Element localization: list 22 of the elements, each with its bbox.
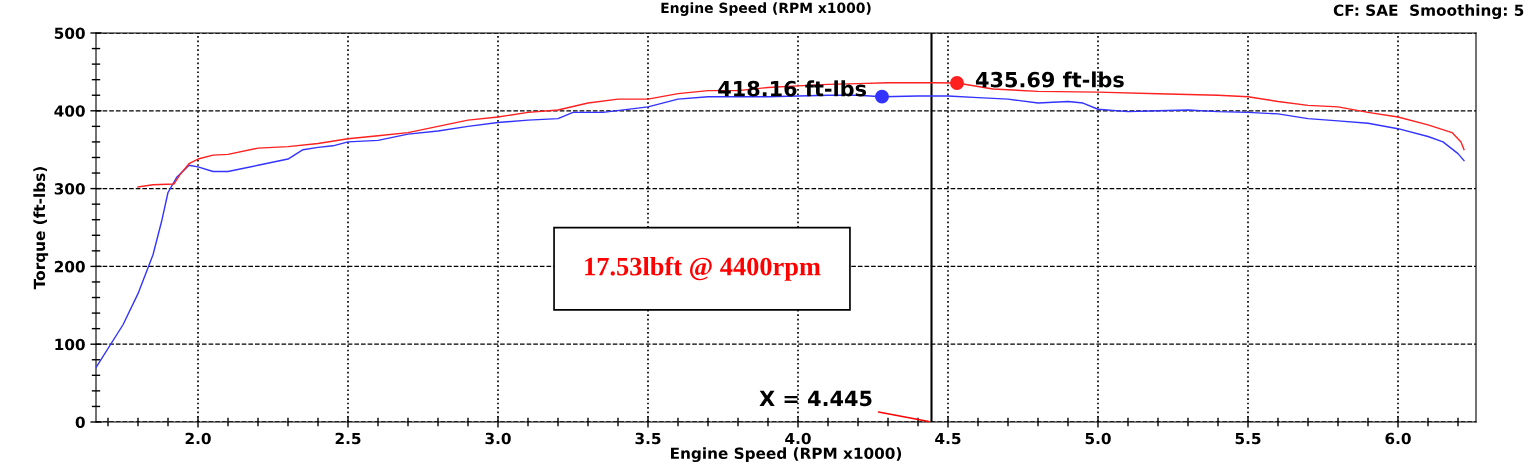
y-tick-label: 100	[55, 338, 85, 351]
y-axis-title: Torque (ft-lbs)	[33, 167, 49, 290]
y-tick-label: 400	[54, 105, 85, 117]
x-axis-title: Engine Speed (RPM x1000)	[671, 447, 902, 463]
ref-line-label: X = 4.445	[759, 390, 872, 407]
y-tick-label: 200	[54, 260, 85, 273]
text: CF: SAE Smoothing: 5	[1333, 4, 1524, 20]
x-tick-label: 6.0	[1385, 432, 1411, 445]
x-tick-label: 4.5	[935, 432, 961, 445]
annotation: 435.69 ft-lbs	[975, 71, 1124, 88]
x-tick-label: 4.0	[785, 432, 811, 445]
x-tick-label: 3.5	[635, 432, 661, 445]
chart-title: Engine Speed (RPM x1000)	[661, 2, 871, 16]
x-tick-label: 5.0	[1085, 432, 1111, 445]
annotation: 17.53lbft @ 4400rpm	[585, 256, 821, 281]
x-tick-label: 3.0	[485, 432, 511, 445]
x-tick-label: 2.0	[185, 432, 211, 445]
y-tick-label: 300	[54, 183, 85, 195]
x-tick-label: 5.5	[1235, 432, 1261, 445]
x-tick-label: 2.5	[335, 432, 361, 445]
y-tick-label: 0	[75, 416, 85, 429]
y-tick-label: 500	[54, 27, 85, 40]
